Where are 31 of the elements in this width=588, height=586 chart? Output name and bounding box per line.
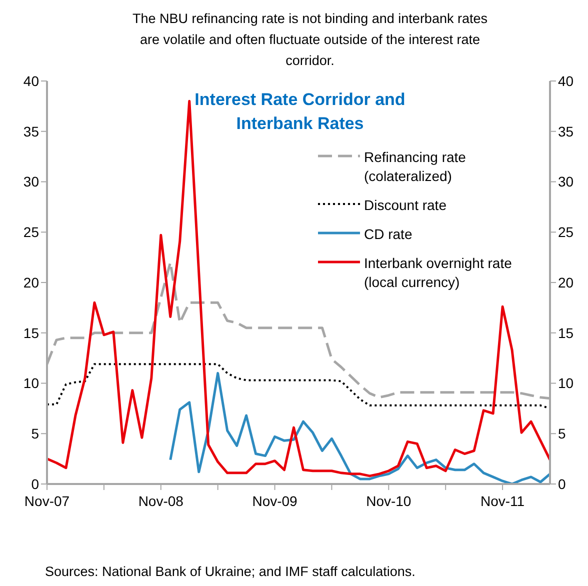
y2-tick-label: 0 bbox=[558, 476, 566, 492]
x-tick-label: Nov-08 bbox=[138, 492, 184, 509]
legend-label: Interbank overnight rate (local currency) bbox=[364, 254, 513, 292]
y-tick-label: 30 bbox=[23, 174, 40, 190]
legend-label: Discount rate bbox=[364, 196, 448, 215]
x-tick-label: Nov-07 bbox=[24, 492, 70, 509]
y-tick-label: 5 bbox=[31, 426, 40, 442]
y2-tick-label: 5 bbox=[558, 426, 566, 442]
y-tick-label: 0 bbox=[31, 476, 40, 492]
text: Interest Rate Corridor and Interbank Rates bbox=[194, 89, 406, 135]
y2-tick-label: 35 bbox=[558, 123, 574, 140]
y-tick-label: 40 bbox=[23, 72, 40, 89]
y2-tick-label: 15 bbox=[558, 324, 574, 341]
x-tick-label: Nov-11 bbox=[480, 492, 525, 509]
x-tick-label: Nov-09 bbox=[252, 492, 298, 509]
y2-tick-label: 30 bbox=[558, 174, 574, 190]
legend-label: Refinancing rate (colateralized) bbox=[364, 148, 467, 186]
y-tick-label: 10 bbox=[23, 375, 40, 392]
y-tick-label: 35 bbox=[23, 123, 40, 140]
y-tick-label: 15 bbox=[23, 324, 40, 341]
chart-subtitle: The NBU refinancing rate is not binding and interbank rates are volatile and often fluctuate outside of the interest rate corridor. bbox=[132, 10, 488, 70]
y2-tick-label: 20 bbox=[558, 274, 574, 290]
y2-tick-label: 25 bbox=[558, 224, 574, 240]
y-tick-label: 20 bbox=[23, 274, 40, 290]
x-tick-label: Nov-10 bbox=[366, 492, 412, 509]
legend-label: CD rate bbox=[364, 225, 414, 244]
y2-tick-label: 40 bbox=[558, 72, 574, 89]
y2-tick-label: 10 bbox=[558, 375, 574, 392]
line-series bbox=[169, 372, 550, 484]
y-tick-label: 25 bbox=[23, 224, 40, 240]
source-note: Sources: National Bank of Ukraine; and IMF staff calculations. bbox=[45, 564, 416, 579]
